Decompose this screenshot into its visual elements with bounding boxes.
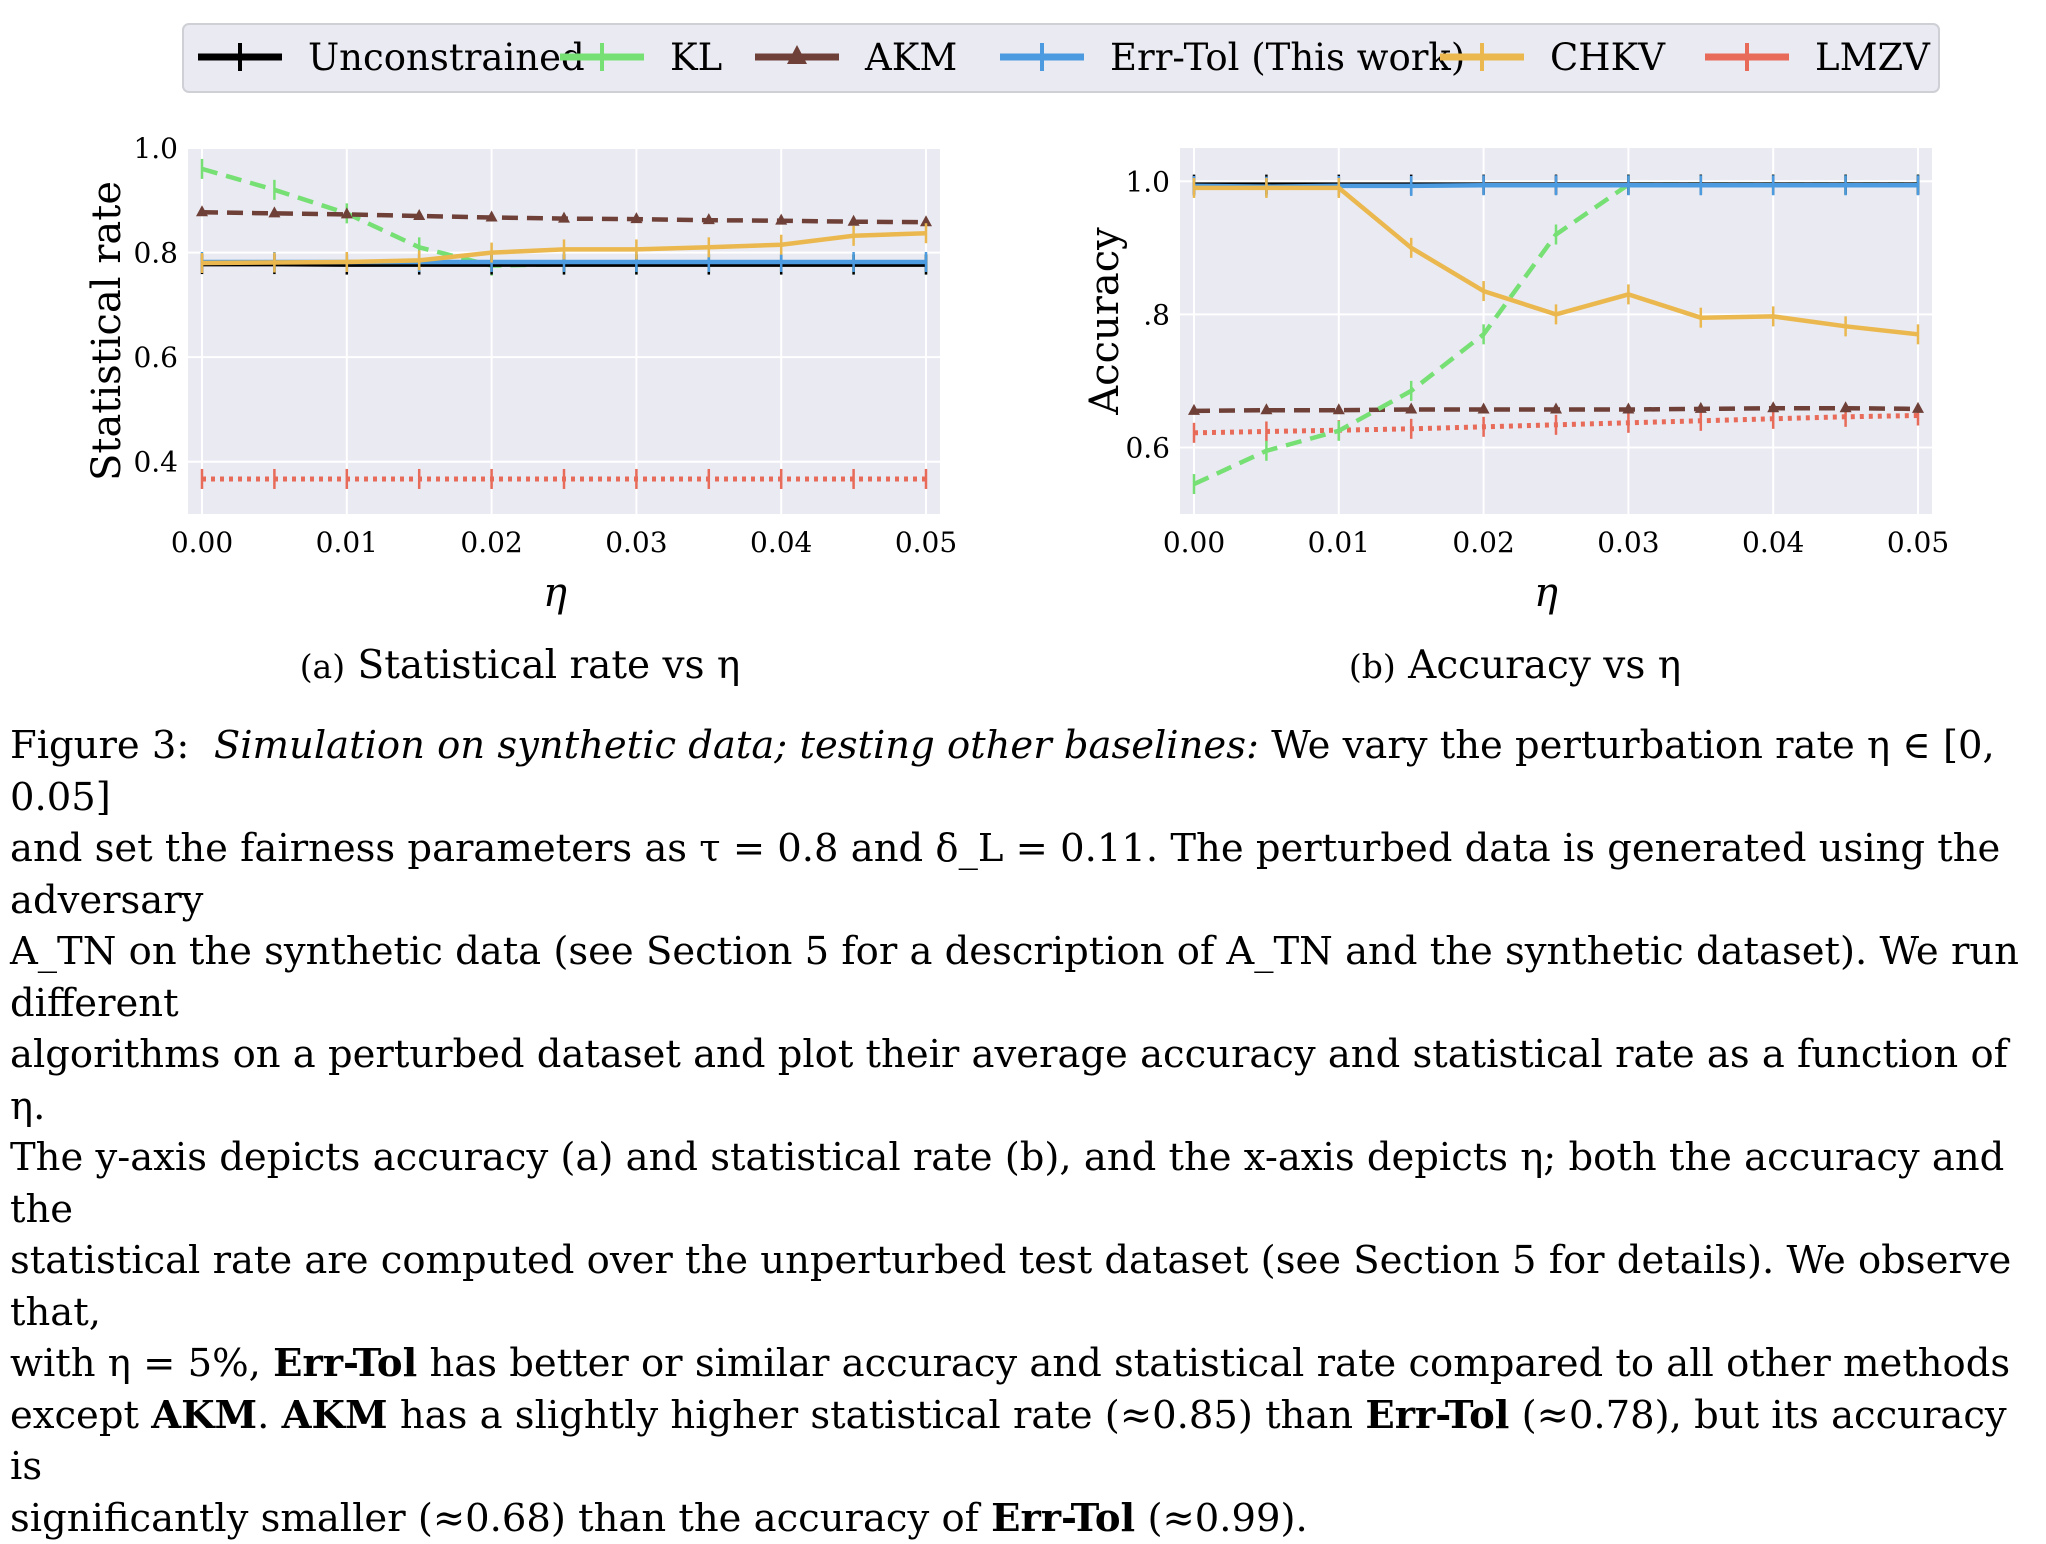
caption-text-8a: except [10, 1393, 139, 1438]
legend-label-kl: KL [670, 36, 722, 79]
xtick-label-b: 0.02 [1452, 526, 1514, 559]
caption-akm-2: AKM [282, 1393, 388, 1438]
caption-text-9a: significantly smaller (≈0.68) than the a… [10, 1496, 979, 1541]
xtick-label-b: 0.04 [1742, 526, 1804, 559]
caption-text-9b: (≈0.99). [1147, 1496, 1307, 1541]
ytick-label-b: .8 [1143, 298, 1170, 331]
caption-line-9: significantly smaller (≈0.68) than the a… [10, 1493, 2040, 1544]
caption-akm-1: AKM [151, 1393, 257, 1438]
subcaption-a-tag: (a) [300, 647, 345, 686]
xtick-label-a: 0.01 [316, 526, 378, 559]
xtick-label-b: 0.03 [1597, 526, 1659, 559]
caption-line-4: algorithms on a perturbed dataset and pl… [10, 1029, 2040, 1132]
legend-label-err-tol-this-work: Err-Tol (This work) [1110, 36, 1465, 79]
legend-label-chkv: CHKV [1550, 36, 1666, 79]
caption-line-8: except AKM. AKM has a slightly higher st… [10, 1390, 2040, 1493]
xlabel-a: η [543, 570, 567, 616]
caption-errtol-1: Err-Tol [273, 1341, 417, 1386]
xtick-label-b: 0.05 [1887, 526, 1949, 559]
caption-text-7b: has better or similar accuracy and stati… [429, 1341, 2010, 1386]
caption-line-5: The y-axis depicts accuracy (a) and stat… [10, 1132, 2040, 1235]
caption-line-7: with η = 5%, Err-Tol has better or simil… [10, 1338, 2040, 1390]
xtick-label-b: 0.01 [1308, 526, 1370, 559]
caption-errtol-2: Err-Tol [1365, 1393, 1509, 1438]
caption-line-2: and set the fairness parameters as τ = 0… [10, 823, 2040, 926]
ytick-label-a: 0.8 [133, 237, 178, 270]
plot-area-a [188, 148, 940, 514]
caption-line-1: Figure 3: Simulation on synthetic data; … [10, 720, 2040, 823]
figure: Unconstrained KL AKM Err-Tol (This work) CHK… [0, 0, 2046, 720]
ylabel-a: Statistical rate [84, 181, 130, 481]
xtick-label-a: 0.02 [460, 526, 522, 559]
caption-italic-lead: Simulation on synthetic data; testing ot… [214, 723, 1259, 768]
legend: Unconstrained KL AKM Err-Tol (This work) CHK… [183, 24, 1939, 92]
caption-text-8b: has a slightly higher statistical rate (… [400, 1393, 1353, 1438]
subcaption-a: (a) Statistical rate vs η [300, 643, 741, 688]
caption-line-3: A_TN on the synthetic data (see Section … [10, 926, 2040, 1029]
caption-text-7a: with η = 5%, [10, 1341, 261, 1386]
panel-a: 0.00 0.01 0.02 0.03 0.04 0.05 1.0 0.8 0.6 0.4 Sta… [84, 132, 957, 688]
ytick-label-b: 0.6 [1125, 431, 1170, 464]
legend-label-akm: AKM [864, 36, 957, 79]
xlabel-b: η [1534, 570, 1558, 616]
ytick-label-a: 0.6 [133, 341, 178, 374]
xtick-label-a: 0.03 [605, 526, 667, 559]
subcaption-a-text: Statistical rate vs η [358, 643, 741, 688]
legend-label-lmzv: LMZV [1815, 36, 1931, 79]
subcaption-b-tag: (b) [1349, 647, 1396, 686]
caption-line-6: statistical rate are computed over the u… [10, 1235, 2040, 1338]
ylabel-b: Accuracy [1082, 227, 1128, 416]
xtick-label-b: 0.00 [1163, 526, 1225, 559]
caption-period: . [257, 1393, 269, 1438]
plot-area-b [1180, 148, 1932, 514]
legend-label-unconstrained: Unconstrained [308, 36, 585, 79]
caption-errtol-3: Err-Tol [991, 1496, 1135, 1541]
xtick-label-a: 0.05 [895, 526, 957, 559]
figure-caption: Figure 3: Simulation on synthetic data; … [10, 720, 2040, 1544]
xtick-label-a: 0.00 [171, 526, 233, 559]
subcaption-b-text: Accuracy vs η [1407, 643, 1681, 688]
xtick-label-a: 0.04 [750, 526, 812, 559]
subcaption-b: (b) Accuracy vs η [1349, 643, 1681, 688]
panel-b: 0.00 0.01 0.02 0.03 0.04 0.05 1.0 .8 0.6 Accurac… [1082, 148, 1949, 688]
ytick-label-a: 1.0 [133, 132, 178, 165]
ytick-label-b: 1.0 [1125, 165, 1170, 198]
ytick-label-a: 0.4 [133, 446, 178, 479]
caption-label: Figure 3: [10, 723, 189, 768]
